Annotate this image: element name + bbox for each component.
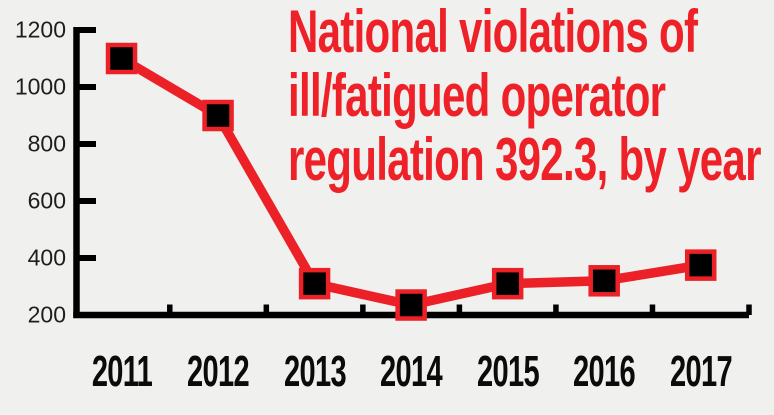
y-axis-tick-label: 200 xyxy=(27,301,66,328)
x-axis-category-label: 2015 xyxy=(476,347,540,396)
data-point-marker xyxy=(395,289,427,321)
chart-title: National violations of ill/fatigued oper… xyxy=(288,0,761,192)
data-point-marker xyxy=(298,267,331,300)
data-point-marker xyxy=(684,249,717,281)
chart-title-line-1: National violations of xyxy=(288,0,698,65)
y-axis-tick-label: 1000 xyxy=(14,73,66,100)
x-axis-category-label: 2017 xyxy=(669,347,733,396)
data-point-marker xyxy=(202,99,234,132)
data-point-marker xyxy=(491,267,524,300)
chart-title-line-2: ill/fatigued operator xyxy=(288,62,666,129)
data-point-marker xyxy=(105,42,138,75)
x-axis-category-label: 2012 xyxy=(187,347,250,396)
x-axis-category-label: 2016 xyxy=(573,347,636,396)
chart-title-line-3: regulation 392.3, by year xyxy=(288,126,761,193)
x-axis-category-label: 2011 xyxy=(91,347,152,396)
y-axis-tick-label: 1200 xyxy=(14,16,66,43)
data-point-marker xyxy=(588,265,620,297)
y-axis-tick-label: 400 xyxy=(27,244,66,271)
y-axis-tick-label: 600 xyxy=(27,187,66,214)
x-axis-category-label: 2013 xyxy=(283,347,347,396)
x-axis-category-label: 2014 xyxy=(380,347,443,396)
y-axis-tick-label: 800 xyxy=(27,130,66,157)
